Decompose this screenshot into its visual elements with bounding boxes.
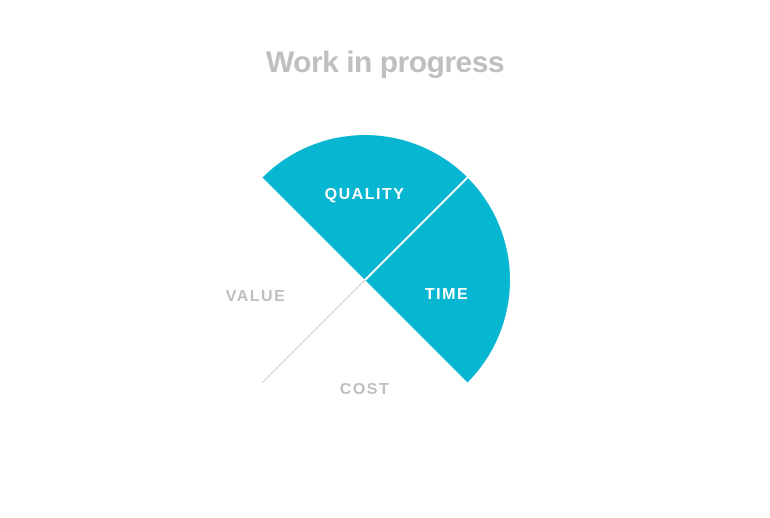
slice-label-cost: COST [340, 381, 390, 398]
slice-label-quality: QUALITY [325, 186, 406, 203]
page-title: Work in progress [0, 46, 770, 80]
slice-label-time: TIME [425, 286, 469, 303]
slice-label-value: VALUE [226, 288, 287, 305]
pie-chart: QUALITY TIME COST VALUE [0, 120, 770, 480]
